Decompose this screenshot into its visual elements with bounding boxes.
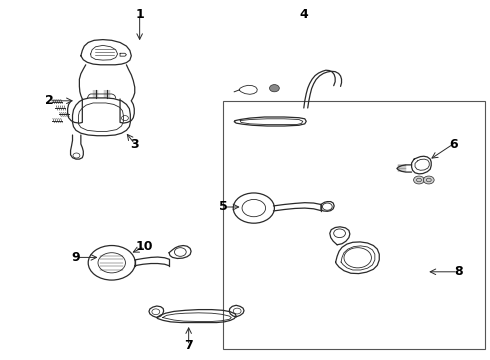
Circle shape (423, 176, 434, 184)
Text: 6: 6 (449, 138, 458, 150)
Text: 4: 4 (299, 8, 308, 21)
Text: 9: 9 (72, 251, 80, 264)
Bar (223, 101, 485, 349)
Text: 1: 1 (135, 8, 144, 21)
Text: 2: 2 (45, 94, 53, 107)
Text: 7: 7 (184, 339, 193, 352)
Text: 8: 8 (454, 265, 463, 278)
Circle shape (270, 85, 279, 92)
Text: 10: 10 (136, 240, 153, 253)
Text: 5: 5 (219, 201, 227, 213)
Circle shape (414, 176, 424, 184)
Text: 3: 3 (130, 138, 139, 150)
